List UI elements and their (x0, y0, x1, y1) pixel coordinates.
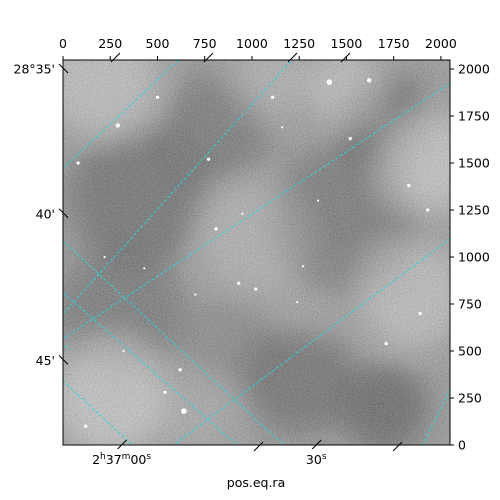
star (407, 183, 411, 188)
right-tick-label: 1500 (458, 156, 490, 171)
grid-line (63, 60, 180, 170)
left-world-tick (58, 355, 69, 365)
grid-crossing-tick (253, 441, 264, 452)
grid-line (63, 380, 133, 445)
star (178, 368, 182, 372)
right-tick-label: 1250 (458, 203, 490, 218)
top-tick-label: 500 (146, 36, 170, 51)
x-axis-label: pos.eq.ra (227, 475, 285, 490)
star (181, 408, 187, 414)
star (155, 95, 160, 99)
right-tick-label: 0 (458, 438, 466, 453)
coordinate-grid (63, 60, 450, 445)
sky-image (63, 60, 450, 445)
top-tick-label: 1250 (283, 36, 315, 51)
grid-crossing-tick (392, 441, 403, 452)
left-world-tick-label: 28°35' (14, 62, 56, 77)
grid-crossing-tick (110, 52, 121, 63)
bottom-world-tick (117, 439, 127, 450)
right-tick-label: 750 (458, 297, 482, 312)
top-tick-label: 1000 (236, 36, 268, 51)
top-tick-label: 750 (193, 36, 217, 51)
sky-noise (63, 60, 450, 445)
right-tick-label: 2000 (458, 62, 490, 77)
bottom-world-tick (311, 439, 322, 450)
bottom-world-tick-label: 30s (306, 452, 327, 467)
top-tick-label: 1750 (378, 36, 410, 51)
star (115, 123, 120, 128)
right-tick-label: 250 (458, 391, 482, 406)
star (76, 161, 80, 165)
star (122, 349, 125, 353)
star (194, 293, 197, 296)
star (384, 341, 388, 346)
top-tick-label: 1500 (331, 36, 363, 51)
star (214, 227, 218, 231)
grid-line (172, 238, 450, 445)
left-world-tick-label: 40' (36, 206, 55, 221)
grid-line (63, 60, 293, 315)
star (366, 78, 372, 83)
grid-line (63, 82, 450, 340)
star (143, 267, 146, 270)
star (206, 157, 211, 161)
grid-crossing-tick (203, 52, 214, 63)
star (237, 281, 241, 285)
star (84, 424, 88, 428)
right-tick-label: 1000 (458, 250, 490, 265)
bottom-world-tick-label: 2h37m00s (92, 452, 151, 467)
right-tick-label: 500 (458, 344, 482, 359)
axis-ticks: 0 250 500 750 1000 1250 1500 1750 2000 250 500 750 1… (14, 36, 490, 467)
star (163, 390, 167, 395)
grid-crossing-tick (287, 52, 298, 63)
left-world-tick (58, 208, 69, 219)
star (103, 255, 106, 259)
left-world-tick (58, 63, 69, 74)
star (418, 311, 422, 316)
star (326, 79, 333, 85)
left-world-tick-label: 45' (36, 353, 55, 368)
grid-line (63, 240, 285, 445)
top-tick-label: 2000 (425, 36, 457, 51)
star (281, 126, 284, 129)
grid-crossing-tick (340, 52, 351, 63)
star (317, 199, 320, 202)
top-tick-label: 0 (59, 36, 67, 51)
grid-line (421, 388, 450, 445)
star (426, 208, 430, 212)
star (301, 265, 305, 268)
right-tick-label: 1750 (458, 109, 490, 124)
star (241, 212, 244, 215)
plot-frame (62, 59, 451, 446)
star (348, 136, 352, 141)
star (296, 301, 299, 304)
star (254, 287, 258, 291)
top-tick-label: 250 (98, 36, 122, 51)
star (271, 95, 275, 99)
